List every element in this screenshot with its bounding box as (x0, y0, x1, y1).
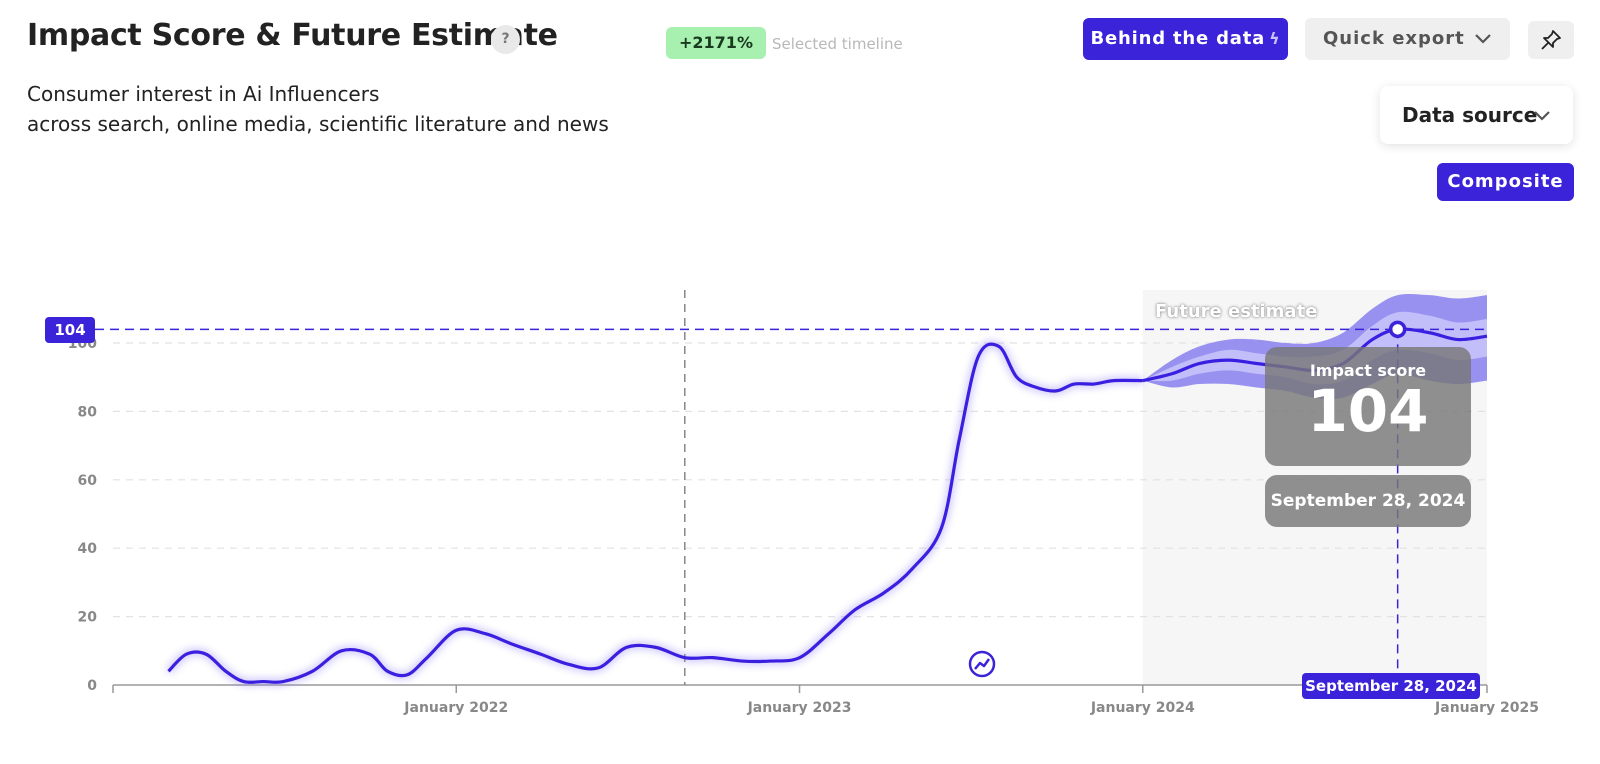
chevron-down-icon (1475, 34, 1491, 44)
composite-button[interactable]: Composite (1437, 163, 1574, 201)
page-title: Impact Score & Future Estimate (27, 18, 558, 53)
data-source-dropdown[interactable]: Data source (1380, 86, 1573, 144)
future-estimate-label: Future estimate (1155, 301, 1318, 322)
y-value-badge: 104 (45, 317, 95, 343)
tooltip-label: Impact score (1309, 361, 1427, 380)
x-tick-label: January 2024 (1090, 700, 1195, 716)
pin-icon (1541, 30, 1561, 50)
impact-tooltip: Impact score 104 (1265, 347, 1471, 466)
quick-export-button[interactable]: Quick export (1305, 18, 1510, 60)
behind-the-data-label: Behind the data (1090, 28, 1266, 49)
y-tick-label: 80 (78, 404, 98, 420)
x-tick-label: January 2023 (747, 700, 852, 716)
y-tick-label: 40 (78, 541, 98, 557)
x-tick-label: January 2022 (403, 700, 508, 716)
change-badge: +2171% (666, 27, 766, 59)
quick-export-label: Quick export (1323, 28, 1465, 49)
timeline-label: Selected timeline (772, 35, 903, 53)
tooltip-value: 104 (1307, 377, 1429, 445)
subtitle-line-1: Consumer interest in Ai Influencers (27, 82, 380, 106)
tooltip-date: September 28, 2024 (1265, 475, 1471, 527)
highlight-point (1388, 320, 1407, 339)
x-date-badge: September 28, 2024 (1302, 673, 1480, 699)
x-tick-label: January 2025 (1434, 700, 1539, 716)
subtitle-line-2: across search, online media, scientific … (27, 112, 609, 136)
pin-button[interactable] (1528, 21, 1574, 59)
behind-the-data-button[interactable]: Behind the data ϟ (1083, 18, 1288, 60)
y-tick-label: 20 (78, 610, 98, 626)
trend-icon[interactable] (968, 650, 996, 678)
chevron-down-icon (1534, 111, 1550, 121)
subtitle: Consumer interest in Ai Influencers acro… (27, 79, 609, 139)
series-glow (165, 340, 1143, 686)
lightning-icon: ϟ (1269, 29, 1281, 48)
impact-line (167, 342, 1143, 684)
help-icon[interactable]: ? (491, 25, 520, 54)
data-source-label: Data source (1402, 103, 1538, 127)
y-tick-label: 0 (87, 678, 97, 694)
y-tick-label: 60 (78, 473, 98, 489)
